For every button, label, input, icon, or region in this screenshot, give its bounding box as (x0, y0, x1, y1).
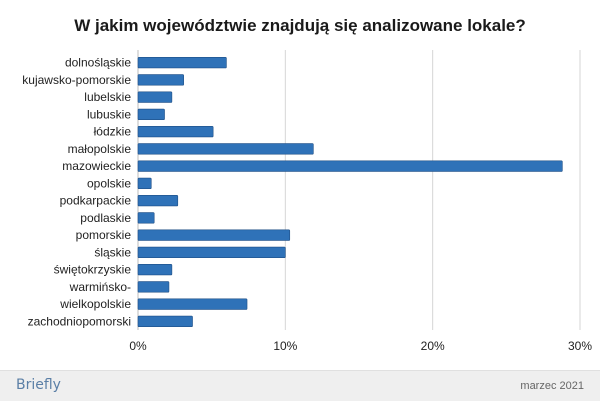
category-label: mazowieckie (62, 159, 131, 173)
x-tick-labels: 0% 10% 20% 30% (129, 339, 592, 353)
category-label: wielkopolskie (59, 297, 131, 311)
bar-14 (137, 298, 248, 310)
bar-0 (137, 56, 227, 69)
chart: W jakim województwie znajdują się analiz… (22, 16, 592, 353)
gridlines (137, 50, 581, 330)
x-tick-label: 20% (421, 339, 445, 353)
bar-12 (137, 263, 173, 276)
bar-2 (137, 91, 173, 103)
category-labels: dolnośląskie kujawsko-pomorskie lubelskie l… (22, 56, 131, 329)
category-label: łódzkie (94, 125, 132, 139)
bar-6 (137, 160, 563, 172)
category-label: opolskie (87, 176, 131, 190)
category-label: pomorskie (76, 228, 132, 242)
category-label: podkarpackie (60, 194, 132, 208)
x-tick-label: 10% (273, 339, 297, 353)
category-label: podlaskie (80, 211, 131, 225)
bars (137, 56, 563, 328)
category-label: warmińsko- (69, 280, 131, 294)
brand-logo: Briefly (16, 377, 61, 393)
x-tick-label: 30% (568, 339, 592, 353)
publication-date: marzec 2021 (520, 380, 584, 392)
bar-5 (137, 143, 314, 155)
bar-15 (137, 315, 193, 328)
footer-bar: Briefly marzec 2021 (0, 370, 600, 401)
bar-9 (137, 212, 155, 224)
bar-7 (137, 177, 152, 190)
x-tick-label: 0% (129, 339, 147, 353)
category-label: lubuskie (87, 107, 131, 121)
category-label: małopolskie (68, 142, 132, 156)
bar-8 (137, 194, 179, 207)
category-label: śląskie (94, 245, 131, 259)
category-label: zachodniopomorski (28, 314, 131, 328)
chart-title: W jakim województwie znajdują się analiz… (74, 16, 526, 35)
bar-13 (137, 281, 170, 293)
category-label: świętokrzyskie (54, 263, 132, 277)
category-label: kujawsko-pomorskie (22, 73, 131, 87)
bar-4 (137, 125, 214, 138)
category-label: lubelskie (84, 90, 131, 104)
bar-11 (137, 246, 286, 259)
bar-10 (137, 229, 291, 241)
bar-3 (137, 108, 165, 121)
category-label: dolnośląskie (65, 56, 131, 70)
bar-1 (137, 74, 184, 86)
